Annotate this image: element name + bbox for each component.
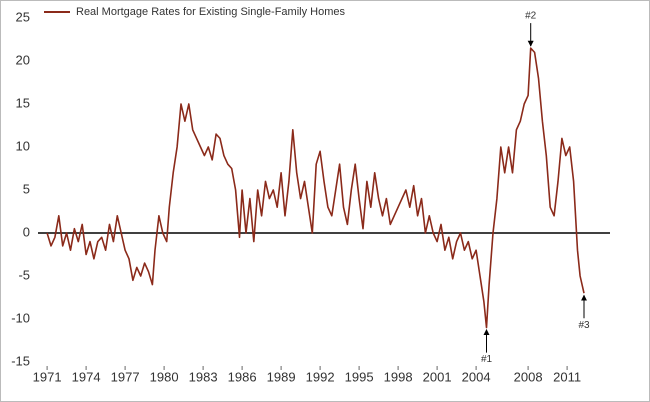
x-tick-label: 1977 xyxy=(111,369,140,384)
x-tick-label: 1998 xyxy=(384,369,413,384)
y-tick-label: 25 xyxy=(16,9,30,24)
y-tick-label: 0 xyxy=(23,224,30,239)
x-tick-label: 2008 xyxy=(514,369,543,384)
y-tick-label: -5 xyxy=(18,267,30,282)
x-tick-label: 1980 xyxy=(150,369,179,384)
y-tick-label: 10 xyxy=(16,138,30,153)
annotation-label: #1 xyxy=(481,354,493,365)
y-tick-label: 15 xyxy=(16,95,30,110)
x-tick-label: 1971 xyxy=(33,369,62,384)
x-tick-label: 2001 xyxy=(423,369,452,384)
x-tick-label: 1974 xyxy=(72,369,101,384)
annotation-label: #3 xyxy=(578,320,590,331)
x-tick-label: 1992 xyxy=(306,369,335,384)
x-tick-label: 2004 xyxy=(462,369,491,384)
x-tick-label: 1986 xyxy=(228,369,257,384)
x-tick-label: 1995 xyxy=(345,369,374,384)
y-tick-label: -15 xyxy=(11,353,30,368)
series-line xyxy=(46,47,585,329)
annotation-label: #2 xyxy=(525,11,537,22)
y-tick-label: 20 xyxy=(16,52,30,67)
x-tick-label: 2011 xyxy=(553,369,581,384)
x-tick-label: 1989 xyxy=(267,369,296,384)
legend-label: Real Mortgage Rates for Existing Single-… xyxy=(76,6,345,18)
x-tick-label: 1983 xyxy=(189,369,218,384)
y-tick-label: 5 xyxy=(23,181,30,196)
y-tick-label: -10 xyxy=(11,310,30,325)
